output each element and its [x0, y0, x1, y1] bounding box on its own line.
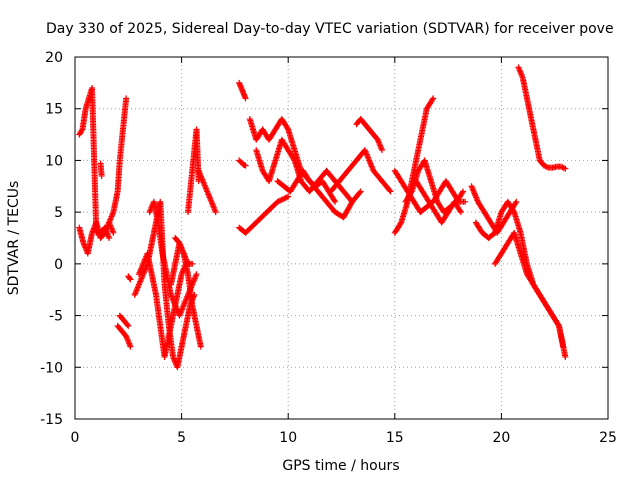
- data-point: [125, 322, 132, 329]
- data-point: [459, 189, 466, 196]
- series-arc-3: [97, 160, 105, 179]
- data-point: [331, 197, 338, 204]
- data-point: [387, 188, 394, 195]
- x-axis-label: GPS time / hours: [282, 458, 399, 474]
- y-tick-label: 5: [54, 205, 63, 221]
- data-point: [98, 172, 105, 179]
- data-point: [408, 189, 415, 196]
- series-arc-14: [195, 167, 219, 216]
- data-point: [555, 321, 562, 328]
- series-arc-21: [327, 147, 394, 195]
- data-point: [242, 162, 249, 169]
- data-point: [110, 229, 117, 236]
- data-point: [510, 207, 517, 214]
- data-point: [279, 196, 286, 203]
- data-point: [560, 165, 567, 172]
- y-tick-label: 15: [45, 102, 63, 118]
- data-point: [127, 276, 134, 283]
- data-point: [430, 95, 437, 102]
- data-point: [126, 275, 133, 282]
- series-arc-29: [492, 229, 567, 350]
- series-arc-30: [515, 64, 569, 172]
- data-point: [127, 343, 134, 350]
- data-point: [457, 207, 464, 214]
- x-tick-label: 20: [492, 430, 510, 446]
- series-arc-22: [353, 116, 386, 154]
- data-point: [281, 195, 288, 202]
- x-tick-label: 0: [71, 430, 80, 446]
- data-point: [397, 220, 404, 227]
- data-point: [285, 193, 292, 200]
- data-point: [78, 127, 85, 134]
- data-point: [379, 147, 386, 154]
- data-point: [386, 187, 393, 194]
- series-arc-16: [236, 157, 249, 169]
- data-point: [356, 189, 363, 196]
- data-point: [429, 96, 436, 103]
- y-tick-label: -15: [40, 412, 63, 428]
- data-point: [193, 271, 200, 278]
- data-point: [282, 194, 289, 201]
- plot-frame: [74, 56, 609, 420]
- chart-title: Day 330 of 2025, Sidereal Day-to-day VTE…: [46, 21, 614, 37]
- x-tick-label: 5: [177, 430, 186, 446]
- data-point: [462, 198, 469, 205]
- series-arc-17: [236, 193, 292, 236]
- y-tick-label: -5: [49, 309, 63, 325]
- data-point: [559, 164, 566, 171]
- data-point: [197, 343, 204, 350]
- data-point: [457, 209, 464, 216]
- y-axis-label: SDTVAR / TECUs: [6, 181, 22, 296]
- data-point: [284, 125, 291, 132]
- data-point: [242, 95, 249, 102]
- data-point: [275, 198, 282, 205]
- y-tick-label: 0: [54, 257, 63, 273]
- data-point: [212, 209, 219, 216]
- series-arc-28: [472, 198, 569, 360]
- x-tick-label: 25: [599, 430, 617, 446]
- data-point: [332, 198, 339, 205]
- data-point: [357, 188, 364, 195]
- data-point: [512, 200, 519, 207]
- y-tick-label: 10: [45, 153, 63, 169]
- data-points: [76, 64, 569, 371]
- data-point: [283, 194, 290, 201]
- data-point: [278, 196, 285, 203]
- series-arc-7: [125, 273, 134, 283]
- x-tick-label: 15: [386, 430, 404, 446]
- data-point: [513, 198, 520, 205]
- series-arc-1: [76, 85, 113, 241]
- series-arc-23: [391, 95, 437, 236]
- series-arc-26: [413, 178, 464, 226]
- axis-ticks: 0 5 10 15 20 25 -15 -10 -5 0 5 10 15 20: [40, 50, 617, 446]
- data-point: [189, 260, 196, 267]
- series-arc-2: [76, 219, 117, 257]
- series-arc-4: [106, 95, 130, 226]
- y-tick-label: -10: [40, 360, 63, 376]
- data-point: [277, 197, 284, 204]
- data-point: [106, 235, 113, 241]
- data-point: [562, 165, 569, 172]
- series-arc-10: [146, 198, 200, 319]
- series-arc-5: [114, 322, 134, 350]
- data-point: [460, 188, 467, 195]
- data-point: [274, 198, 281, 205]
- series-arc-12: [172, 235, 196, 267]
- series-arc-15: [236, 79, 249, 102]
- data-point: [124, 321, 131, 328]
- data-point: [560, 343, 567, 350]
- data-point: [562, 353, 569, 360]
- y-tick-label: 20: [45, 50, 63, 66]
- series-arc-20: [274, 167, 339, 205]
- data-point: [290, 156, 297, 163]
- x-tick-label: 10: [279, 430, 297, 446]
- series-arc-6: [116, 312, 132, 329]
- data-point: [123, 95, 130, 102]
